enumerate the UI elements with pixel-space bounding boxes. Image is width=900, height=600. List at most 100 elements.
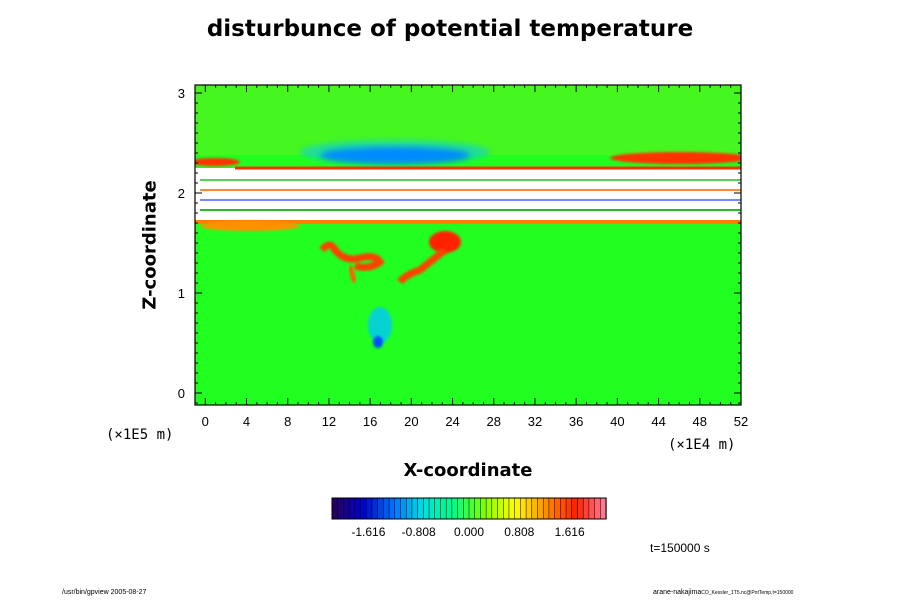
- colorbar-swatch: [457, 497, 464, 520]
- cold-region-upper-edge: [300, 140, 490, 164]
- y-tick-label: 3: [178, 86, 185, 101]
- colorbar-swatch: [445, 497, 453, 520]
- y-axis: 0 1 2 3: [178, 86, 741, 404]
- colorbar-swatch: [388, 497, 396, 520]
- colorbar-swatch: [514, 497, 522, 520]
- x-tick-label: 24: [445, 414, 459, 429]
- colorbar-swatch: [434, 497, 442, 520]
- chart-title: disturbunce of potential temperature: [206, 16, 694, 42]
- footer-source: arane-nakajimaCO_Kessler_1T5.nc@PotTemp,…: [653, 589, 793, 596]
- colorbar-swatch: [371, 497, 379, 520]
- plot-frame: [194, 84, 742, 406]
- colorbar-swatch: [331, 497, 339, 520]
- colorbar-swatch: [485, 497, 493, 520]
- x-axis-title: X-coordinate: [403, 460, 533, 481]
- warm-plume-right: [429, 231, 461, 253]
- warm-plume-left: [319, 241, 385, 271]
- colorbar-swatch: [565, 497, 573, 520]
- colorbar-swatch: [405, 497, 413, 520]
- colorbar-swatch: [594, 497, 601, 520]
- colorbar-swatch: [554, 497, 561, 520]
- colorbar-tick-label: -1.616: [351, 525, 385, 539]
- colorbar-swatch: [577, 497, 584, 520]
- undefined-layer: [195, 168, 741, 222]
- warm-band-right: [610, 152, 741, 164]
- colorbar-swatch: [354, 497, 362, 520]
- colorbar-swatch: [548, 497, 556, 520]
- colorbar-swatch: [451, 497, 459, 520]
- y-axis-unit: (×1E5 m): [106, 427, 174, 443]
- x-tick-label: 4: [243, 414, 250, 429]
- y-tick-label: 1: [178, 286, 185, 301]
- colorbar-swatch: [348, 497, 356, 520]
- colorbar-swatch: [337, 497, 345, 520]
- colorbar-swatch: [360, 497, 367, 520]
- colorbar-swatch: [366, 497, 373, 520]
- potential-temperature-field: [195, 85, 741, 405]
- x-tick-label: 40: [610, 414, 624, 429]
- cold-patch-lower: [373, 336, 383, 348]
- colorbar-swatch: [400, 497, 407, 520]
- colorbar-swatch: [508, 497, 516, 520]
- colorbar-swatch: [394, 497, 402, 520]
- x-tick-label: 44: [651, 414, 665, 429]
- upper-field-band: [195, 85, 741, 155]
- time-annotation: t=150000 s: [650, 541, 710, 555]
- x-tick-label: 20: [404, 414, 418, 429]
- warm-band-left: [195, 158, 240, 166]
- warm-band-lower: [200, 221, 300, 231]
- colorbar-swatch: [491, 497, 499, 520]
- y-tick-label: 2: [178, 186, 185, 201]
- colorbar-swatch: [582, 497, 590, 520]
- footer-command: /usr/bin/gpview 2005-08-27: [62, 589, 147, 596]
- colorbar-swatch: [531, 497, 539, 520]
- colorbar-swatch: [440, 497, 447, 520]
- colorbar-swatch: [503, 497, 510, 520]
- x-tick-label: 52: [734, 414, 748, 429]
- x-tick-label: 0: [202, 414, 209, 429]
- colorbar-swatch: [411, 497, 419, 520]
- colorbar-swatch: [520, 497, 527, 520]
- x-tick-label: 32: [528, 414, 542, 429]
- colorbar-swatch: [463, 497, 470, 520]
- colorbar-swatch: [537, 497, 544, 520]
- colorbar-tick-label: 0.000: [454, 525, 484, 539]
- colorbar-swatch: [480, 497, 487, 520]
- colorbar-frame: [331, 497, 607, 520]
- colorbar-swatch: [423, 497, 430, 520]
- colorbar-swatch: [377, 497, 385, 520]
- colorbar-swatch: [474, 497, 482, 520]
- x-tick-label: 16: [363, 414, 377, 429]
- x-tick-label: 36: [569, 414, 583, 429]
- x-tick-label: 8: [284, 414, 291, 429]
- colorbar-swatch: [542, 497, 550, 520]
- colorbar-swatch: [600, 497, 607, 520]
- x-tick-label: 48: [693, 414, 707, 429]
- colorbar-swatch: [588, 497, 596, 520]
- y-axis-title: Z-coordinate: [139, 180, 161, 310]
- x-tick-label: 12: [322, 414, 336, 429]
- warm-plume-left-tail: [347, 265, 358, 283]
- colorbar-swatch: [497, 497, 504, 520]
- colorbar-swatch: [343, 497, 350, 520]
- colorbar-tick-label: -0.808: [402, 525, 436, 539]
- colorbar-swatch: [428, 497, 436, 520]
- colorbar-swatch: [525, 497, 533, 520]
- colorbar-swatch: [560, 497, 567, 520]
- y-tick-label: 0: [178, 386, 185, 401]
- colorbar-swatch: [571, 497, 579, 520]
- colorbar: -1.616 -0.808 0.000 0.808 1.616: [331, 497, 607, 539]
- footer-author: arane-nakajima: [653, 589, 702, 596]
- cool-patch-lower: [368, 307, 392, 343]
- x-tick-label: 28: [487, 414, 501, 429]
- colorbar-swatch: [417, 497, 424, 520]
- colorbar-swatch: [468, 497, 476, 520]
- colorbar-swatch: [383, 497, 390, 520]
- footer-file: CO_Kessler_1T5.nc@PotTemp,t=150000: [701, 590, 794, 596]
- warm-plume-right-stem: [397, 247, 448, 285]
- colorbar-tick-label: 1.616: [555, 525, 585, 539]
- x-axis-unit: (×1E4 m): [668, 437, 736, 453]
- x-axis: 0 4 8 12 16 20 24 28 32 36 40 44 48 52: [194, 85, 748, 429]
- colorbar-tick-label: 0.808: [504, 525, 534, 539]
